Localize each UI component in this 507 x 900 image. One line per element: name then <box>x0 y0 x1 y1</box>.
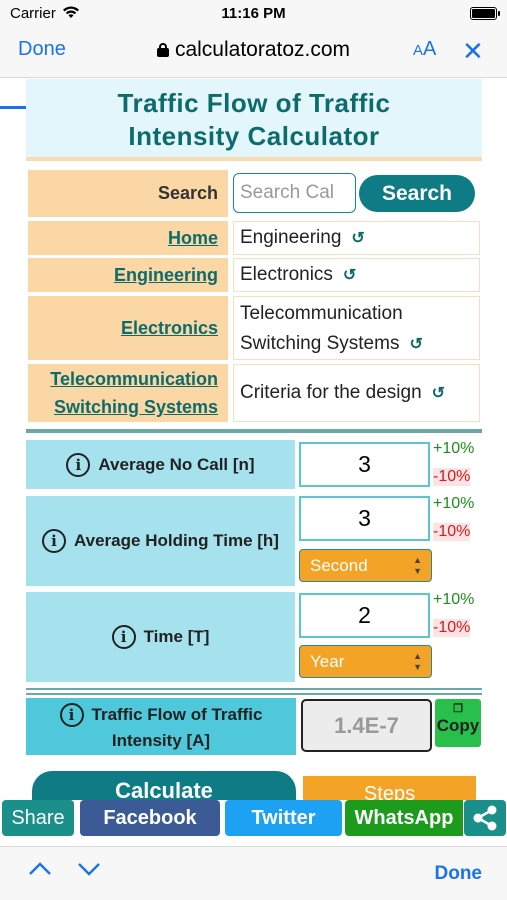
section-divider <box>26 693 482 695</box>
info-icon[interactable]: i <box>59 703 84 727</box>
chevron-updown-icon: ▲ ▼ <box>413 555 422 576</box>
input-label-average-no-call: i Average No Call [n] <box>26 440 295 489</box>
breadcrumb-link-engineering[interactable]: Engineering <box>113 265 218 285</box>
increase-10-button[interactable]: +10% <box>433 591 475 608</box>
calculate-button[interactable]: Calculate <box>32 771 296 800</box>
status-time: 11:16 PM <box>221 5 286 22</box>
time-input[interactable]: 2 <box>299 593 430 638</box>
search-input[interactable]: Search Cal <box>233 173 356 213</box>
page-title: Traffic Flow of Traffic Intensity Calcula… <box>26 79 482 161</box>
breadcrumb-link-home[interactable]: Home <box>167 228 218 248</box>
chevron-updown-icon: ▲ ▼ <box>413 651 422 672</box>
category-criteria[interactable]: Criteria for the design ↺ <box>233 364 480 422</box>
lock-icon <box>156 43 169 57</box>
breadcrumb-row: Engineering Electronics ↺ <box>26 258 482 292</box>
category-electronics[interactable]: Electronics ↺ <box>233 258 480 292</box>
text-size-button[interactable]: AA <box>413 38 437 60</box>
twitter-share-button[interactable]: Twitter <box>225 800 342 836</box>
share-icon[interactable] <box>464 800 506 836</box>
result-label: i Traffic Flow of Traffic Intensity [A] <box>26 698 296 755</box>
section-divider <box>26 429 482 433</box>
breadcrumb-row: Home Engineering ↺ <box>26 221 482 255</box>
search-button[interactable]: Search <box>359 175 475 212</box>
info-icon[interactable]: i <box>66 452 91 477</box>
search-label: Search <box>28 170 228 217</box>
status-bar: Carrier 11:16 PM <box>0 0 507 30</box>
average-no-call-input[interactable]: 3 <box>299 442 430 487</box>
increase-10-button[interactable]: +10% <box>433 495 475 512</box>
reset-icon[interactable]: ↺ <box>409 336 423 353</box>
input-label-average-holding-time: i Average Holding Time [h] <box>26 496 295 586</box>
toolbar-done-button[interactable]: Done <box>434 863 483 884</box>
share-button[interactable]: Share <box>2 800 74 836</box>
browser-nav-bar: Done calculatoratoz.com AA ✕ <box>0 30 507 109</box>
chevron-down-icon[interactable] <box>76 859 102 884</box>
close-icon[interactable]: ✕ <box>462 36 484 66</box>
info-icon[interactable]: i <box>111 625 136 649</box>
battery-icon <box>470 7 500 20</box>
carrier-label: Carrier <box>10 5 56 22</box>
url-bar[interactable]: calculatoratoz.com <box>0 38 507 62</box>
category-engineering[interactable]: Engineering ↺ <box>233 221 480 255</box>
time-unit-select[interactable]: Year ▲ ▼ <box>299 645 432 678</box>
reset-icon[interactable]: ↺ <box>431 385 446 402</box>
category-telecommunication[interactable]: Telecommunication Switching Systems ↺ <box>233 296 480 360</box>
average-holding-time-input[interactable]: 3 <box>299 496 430 541</box>
steps-button[interactable]: Steps <box>303 776 476 800</box>
clipboard-icon: ❐ <box>453 703 463 715</box>
result-output[interactable]: 1.4E-7 <box>301 699 432 752</box>
url-text: calculatoratoz.com <box>174 38 351 61</box>
info-icon[interactable]: i <box>42 529 66 553</box>
reset-icon[interactable]: ↺ <box>342 267 357 284</box>
web-page: Traffic Flow of Traffic Intensity Calcula… <box>0 79 507 800</box>
copy-button[interactable]: ❐ Copy <box>435 699 481 747</box>
decrease-10-button[interactable]: -10% <box>433 523 471 541</box>
breadcrumb-link-telecommunication[interactable]: Telecommunication Switching Systems <box>50 369 218 417</box>
whatsapp-share-button[interactable]: WhatsApp <box>345 800 463 836</box>
decrease-10-button[interactable]: -10% <box>433 619 471 637</box>
done-button[interactable]: Done <box>18 38 66 60</box>
decrease-10-button[interactable]: -10% <box>433 468 471 486</box>
breadcrumb-link-electronics[interactable]: Electronics <box>120 318 218 338</box>
breadcrumb-row: Electronics Telecommunication Switching S… <box>26 296 482 360</box>
facebook-share-button[interactable]: Facebook <box>80 800 220 836</box>
share-bar: Share Facebook Twitter WhatsApp <box>0 800 507 840</box>
holding-time-unit-select[interactable]: Second ▲ ▼ <box>299 549 432 582</box>
breadcrumb-row: Telecommunication Switching Systems Crite… <box>26 364 482 422</box>
chevron-up-icon[interactable] <box>27 859 53 884</box>
increase-10-button[interactable]: +10% <box>433 440 475 457</box>
search-row: Search Search Cal Search <box>26 169 482 217</box>
reset-icon[interactable]: ↺ <box>351 230 365 247</box>
wifi-icon <box>62 5 80 24</box>
section-divider <box>26 688 482 690</box>
find-toolbar: Done <box>0 846 507 900</box>
input-label-time: i Time [T] <box>26 592 295 682</box>
